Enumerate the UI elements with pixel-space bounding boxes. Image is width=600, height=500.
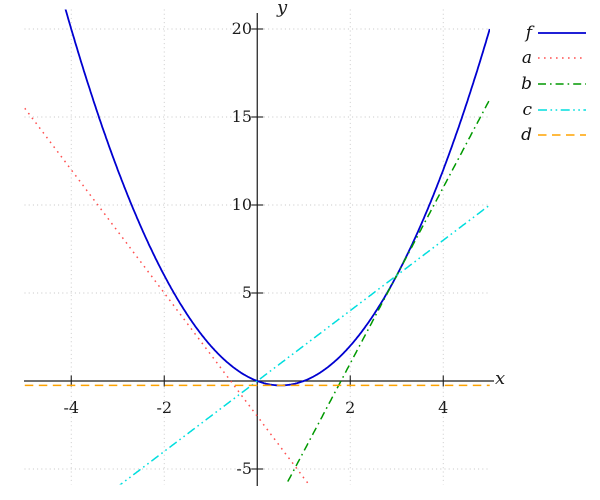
y-tick-label: 5 (241, 283, 252, 302)
legend-line-sample-f (538, 31, 586, 34)
y-tick-label: 10 (231, 195, 252, 214)
legend-line-sample-d (538, 134, 586, 136)
legend-label-f: f (525, 22, 532, 43)
legend-line-sample-c (538, 108, 586, 111)
curve-f (64, 9, 490, 387)
y-axis-label: y (277, 0, 288, 18)
legend-label-b: b (521, 73, 532, 94)
x-tick-label: 4 (438, 398, 449, 417)
legend-label-d: d (521, 125, 532, 146)
legend-label-a: a (521, 48, 532, 69)
legend-line-sample-a (538, 57, 586, 60)
y-tick-label: 15 (231, 107, 252, 126)
legend-row-d: d (510, 122, 596, 148)
x-tick-label: 2 (345, 398, 356, 417)
y-tick-label: -5 (236, 459, 252, 478)
x-tick-label: -2 (156, 398, 173, 417)
x-axis-label: x (495, 368, 506, 389)
legend-row-a: a (510, 46, 596, 72)
legend-row-f: f (510, 20, 596, 46)
curve-b (285, 99, 490, 485)
legend-label-c: c (522, 99, 532, 120)
y-tick-label: 20 (231, 19, 252, 38)
legend-row-c: c (510, 97, 596, 123)
legend-row-b: b (510, 71, 596, 97)
x-tick-label: -4 (63, 398, 80, 417)
legend-line-sample-b (538, 83, 586, 85)
